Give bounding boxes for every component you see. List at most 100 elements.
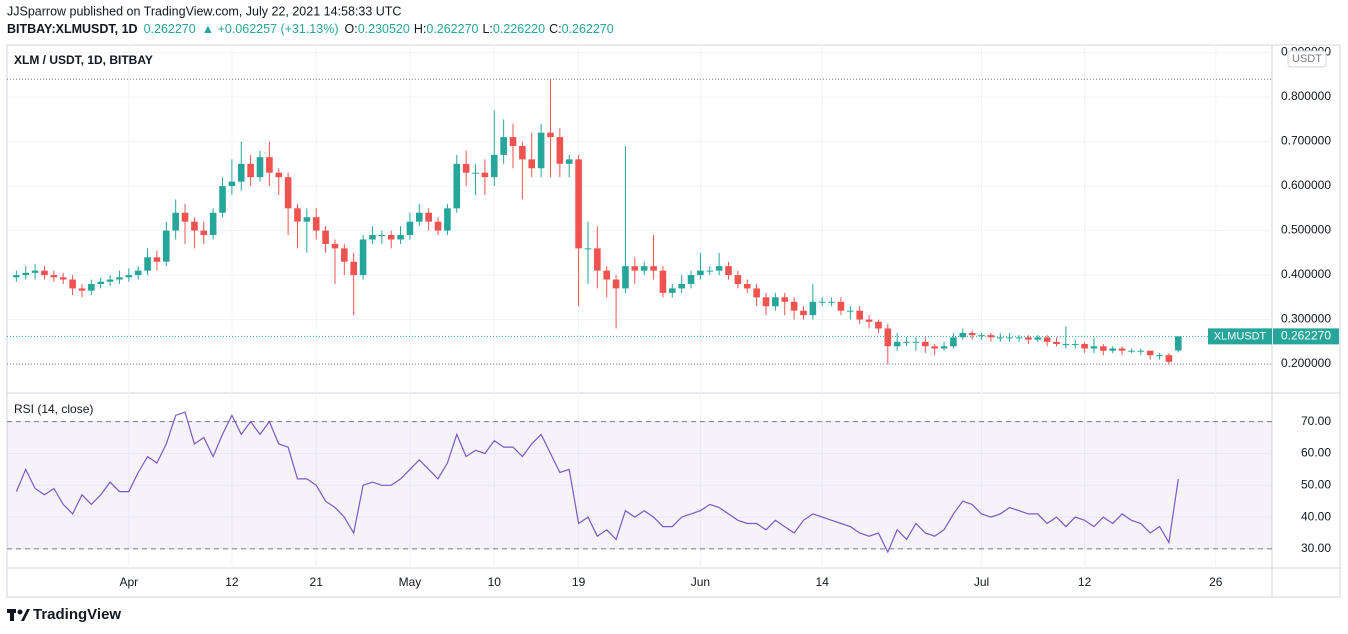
candle-body: [659, 270, 667, 293]
candle-body: [594, 248, 601, 271]
candle-body: [162, 230, 170, 262]
candle-body: [959, 332, 967, 338]
candle-body: [153, 257, 161, 262]
y-tick-label: 0.500000: [1281, 223, 1331, 237]
candle-body: [1090, 346, 1098, 349]
y-tick-label: 0.600000: [1281, 178, 1331, 192]
candle-body: [828, 301, 835, 303]
candle-body: [743, 283, 751, 289]
candle-body: [425, 212, 432, 222]
candle-body: [547, 132, 554, 138]
candle-body: [219, 186, 226, 213]
symbol-line: BITBAY:XLMUSDT, 1D 0.262270 ▲ +0.062257 (+…: [7, 22, 614, 36]
candle-body: [762, 297, 770, 307]
last-price-bg: [1273, 328, 1339, 345]
candle-body: [519, 146, 526, 160]
y-tick-label: 40.00: [1301, 509, 1331, 523]
candle-body: [996, 337, 1004, 339]
candle-body: [88, 283, 95, 291]
candle-body: [1081, 344, 1088, 349]
candle-body: [715, 266, 723, 271]
candle-body: [144, 257, 151, 271]
candle-body: [22, 272, 30, 276]
currency-badge: USDT: [1292, 53, 1322, 65]
candle-body: [97, 281, 105, 284]
ohlc-value: 0.262270: [562, 22, 614, 36]
y-tick-label: 50.00: [1301, 477, 1331, 491]
y-tick-label: 0.800000: [1281, 89, 1331, 103]
candle-body: [303, 217, 311, 222]
candle-body: [940, 346, 948, 349]
candle-body: [1137, 350, 1145, 352]
candle-body: [462, 163, 470, 173]
ohlc-label: L:: [482, 22, 492, 36]
x-tick-label: 26: [1209, 575, 1223, 589]
y-tick-label: 0.200000: [1281, 356, 1331, 370]
x-tick-label: May: [399, 575, 422, 589]
x-tick-label: 12: [1078, 575, 1092, 589]
ohlc-value: 0.226220: [493, 22, 545, 36]
ohlc-value: 0.262270: [426, 22, 478, 36]
candle-body: [322, 230, 329, 244]
candle-body: [987, 335, 995, 338]
symbol-badge-bg: [1208, 328, 1272, 345]
pane-title: RSI (14, close): [14, 402, 93, 416]
x-tick-label: Apr: [119, 575, 138, 589]
candle-body: [1156, 355, 1163, 357]
last-price-label: 0.262270: [1281, 329, 1331, 343]
candle-body: [753, 288, 760, 298]
y-tick-label: 0.700000: [1281, 134, 1331, 148]
candle-body: [59, 277, 67, 280]
candle-body: [509, 137, 517, 147]
candle-body: [116, 277, 123, 280]
candle-body: [331, 243, 339, 249]
candle-body: [1174, 336, 1182, 351]
candle-body: [903, 341, 910, 343]
candle-body: [893, 341, 901, 347]
candle-body: [341, 248, 348, 262]
candle-body: [434, 221, 442, 231]
y-tick-label: 0.300000: [1281, 312, 1331, 326]
x-tick-label: 14: [816, 575, 830, 589]
grid: [7, 45, 1272, 568]
candle-body: [50, 275, 58, 278]
candle-body: [490, 154, 498, 178]
candle-body: [387, 235, 395, 240]
candle-body: [500, 137, 507, 155]
candle-body: [528, 159, 536, 169]
candle-body: [950, 337, 957, 347]
y-tick-label: 30.00: [1301, 541, 1331, 555]
candle-body: [800, 310, 807, 316]
candle-body: [772, 297, 779, 307]
x-tick-label: 19: [572, 575, 586, 589]
candle-body: [1006, 337, 1013, 339]
x-tick-label: 12: [225, 575, 239, 589]
candle-body: [921, 341, 929, 347]
candle-body: [453, 163, 461, 209]
candle-body: [1062, 344, 1070, 346]
y-tick-label: 0.400000: [1281, 267, 1331, 281]
x-tick-label: 10: [488, 575, 502, 589]
candle-body: [1165, 355, 1173, 362]
candle-body: [1100, 346, 1107, 351]
candle-body: [612, 279, 620, 289]
chart-frame: [6, 44, 1341, 598]
candle-body: [697, 270, 704, 276]
candle-body: [200, 230, 208, 236]
candle-body: [640, 266, 648, 271]
candle-body: [1146, 350, 1154, 356]
candle-body: [134, 270, 142, 276]
candle-body: [1128, 350, 1135, 352]
candle-body: [1034, 337, 1042, 340]
rsi-line: [15, 411, 1179, 554]
candle-body: [968, 332, 976, 336]
ohlc: O:0.230520 H:0.262270 L:0.226220 C:0.262270: [345, 22, 614, 36]
marks: [13, 79, 1182, 554]
candle-body: [837, 301, 845, 311]
candle-body: [350, 261, 358, 276]
candle-body: [172, 212, 179, 231]
candle-body: [622, 266, 629, 289]
candle-body: [725, 266, 732, 276]
candle-body: [13, 275, 20, 278]
x-tick-label: Jun: [691, 575, 710, 589]
